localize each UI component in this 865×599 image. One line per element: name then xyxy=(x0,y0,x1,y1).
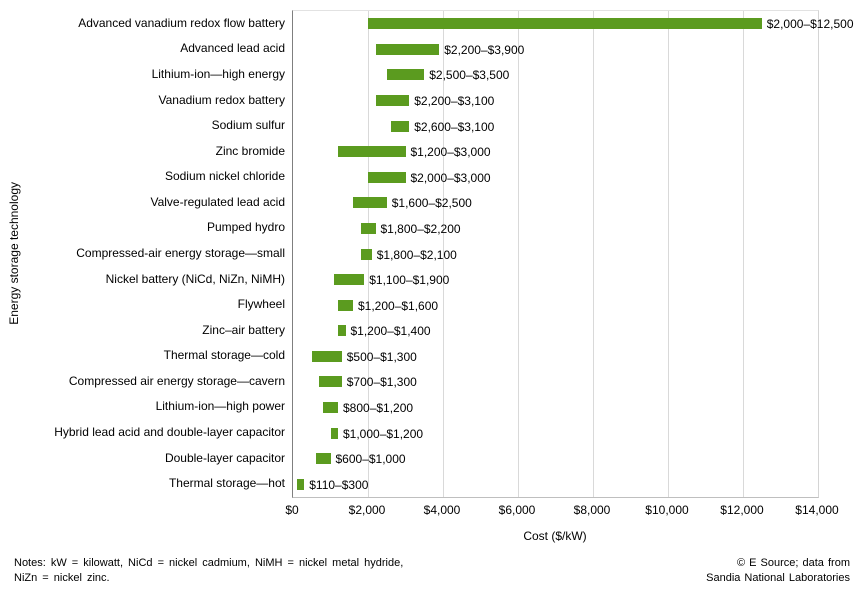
bar-value-label: $1,200–$1,400 xyxy=(350,324,431,339)
footnote-line-1: Notes: kW = kilowatt, NiCd = nickel cadm… xyxy=(14,557,404,569)
range-bar xyxy=(338,325,346,337)
bar-value-label: $500–$1,300 xyxy=(346,349,417,364)
bar-value-label: $2,500–$3,500 xyxy=(429,68,510,83)
range-bar xyxy=(334,274,365,286)
bar-value-label: $1,800–$2,100 xyxy=(376,247,457,262)
category-label: Thermal storage—hot xyxy=(168,476,285,491)
category-label: Flywheel xyxy=(237,297,285,312)
bar-value-label: $1,100–$1,900 xyxy=(369,273,450,288)
gridline xyxy=(743,11,744,497)
plot-area: $2,000–$12,500 $2,200–$3,900 $2,500–$3,500… xyxy=(292,10,854,498)
x-tick-label: $0 xyxy=(285,503,299,517)
category-label: Hybrid lead acid and double-layer capaci… xyxy=(54,425,285,440)
range-bar xyxy=(360,248,372,260)
bar-value-label: $1,200–$1,600 xyxy=(358,298,439,313)
range-bar xyxy=(375,95,410,107)
x-tick-label: $2,000 xyxy=(348,503,386,517)
category-label: Advanced vanadium redox flow battery xyxy=(78,15,285,30)
gridline xyxy=(518,11,519,497)
bar-value-label: $110–$300 xyxy=(309,477,369,492)
category-label: Sodium nickel chloride xyxy=(164,169,285,184)
bar-value-label: $600–$1,000 xyxy=(335,452,406,467)
x-tick-label: $10,000 xyxy=(645,503,689,517)
bar-value-label: $700–$1,300 xyxy=(346,375,417,390)
gridline xyxy=(593,11,594,497)
range-bar xyxy=(386,69,425,81)
footnotes: Notes: kW = kilowatt, NiCd = nickel cadm… xyxy=(14,556,403,585)
bar-value-label: $2,000–$12,500 xyxy=(766,17,854,32)
x-tick-row: $0 $2,000 $4,000 $6,000 $8,000 $10,000 $12,000… xyxy=(285,503,838,518)
gridline xyxy=(668,11,669,497)
range-bar xyxy=(360,222,376,234)
range-bar xyxy=(297,478,305,490)
category-label: Advanced lead acid xyxy=(180,41,285,56)
category-label: Lithium-ion—high energy xyxy=(151,66,285,81)
x-tick-label: $4,000 xyxy=(423,503,461,517)
footnote-line-2: NiZn = nickel zinc. xyxy=(14,571,110,584)
category-labels: Advanced vanadium redox flow battery Adva… xyxy=(28,10,292,496)
x-tick-label: $12,000 xyxy=(720,503,764,517)
bar-value-label: $1,000–$1,200 xyxy=(343,426,424,441)
bar-value-label: $800–$1,200 xyxy=(343,400,414,415)
category-label: Vanadium redox battery xyxy=(158,92,285,107)
range-bar xyxy=(338,146,406,158)
range-bar xyxy=(368,171,406,183)
range-bar xyxy=(319,376,342,388)
range-bar xyxy=(375,43,440,55)
source-credit: © E Source; data from Sandia National La… xyxy=(706,556,850,585)
category-label: Thermal storage—cold xyxy=(163,348,285,363)
range-bar xyxy=(338,299,353,311)
category-label: Valve-regulated lead acid xyxy=(150,194,285,209)
category-label: Double-layer capacitor xyxy=(164,450,285,465)
x-tick-label: $8,000 xyxy=(573,503,611,517)
range-bar xyxy=(330,427,338,439)
credit-line-2: Sandia National Laboratories xyxy=(706,571,850,584)
range-bar xyxy=(353,197,387,209)
gridline xyxy=(443,11,444,497)
category-label: Sodium sulfur xyxy=(211,118,285,133)
range-bar xyxy=(311,350,342,362)
range-bar xyxy=(323,401,338,413)
category-label: Compressed-air energy storage—small xyxy=(76,245,285,260)
bar-value-label: $2,200–$3,900 xyxy=(444,42,525,57)
category-label: Nickel battery (NiCd, NiZn, NiMH) xyxy=(105,271,285,286)
bar-value-label: $1,800–$2,200 xyxy=(380,221,461,236)
credit-line-1: © E Source; data from xyxy=(737,557,850,569)
category-label: Compressed air energy storage—cavern xyxy=(68,373,285,388)
bar-value-label: $1,600–$2,500 xyxy=(391,196,472,211)
bar-value-label: $2,000–$3,000 xyxy=(410,170,491,185)
bar-value-label: $2,600–$3,100 xyxy=(414,119,495,134)
category-label: Zinc bromide xyxy=(215,143,285,158)
category-label: Pumped hydro xyxy=(206,220,285,235)
range-bar xyxy=(390,120,410,132)
category-label: Zinc–air battery xyxy=(202,322,285,337)
bar-value-label: $2,200–$3,100 xyxy=(414,94,495,109)
x-tick-label: $14,000 xyxy=(795,503,839,517)
y-axis-title-wrap: Energy storage technology xyxy=(0,10,28,496)
range-bar xyxy=(368,18,762,30)
x-tick-label: $6,000 xyxy=(498,503,536,517)
x-axis-title: Cost ($/kW) xyxy=(523,529,587,543)
category-label: Lithium-ion—high power xyxy=(155,399,285,414)
range-bar xyxy=(315,453,331,465)
y-axis-title: Energy storage technology xyxy=(7,181,21,325)
bar-value-label: $1,200–$3,000 xyxy=(410,145,491,160)
